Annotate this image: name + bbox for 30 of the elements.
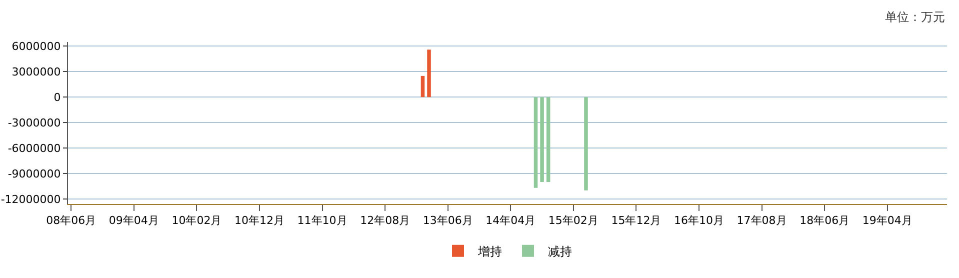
x-tick-label: 11年10月 [297, 214, 348, 228]
legend-label: 减持 [548, 244, 572, 259]
legend-label: 增持 [477, 244, 502, 259]
y-tick-label: 0 [54, 90, 61, 104]
bar [584, 97, 588, 190]
x-tick-label: 09年04月 [108, 214, 159, 228]
x-tick-label: 10年02月 [172, 214, 222, 228]
bar [420, 76, 425, 98]
x-tick-label: 16年10月 [674, 214, 724, 228]
y-tick-label: 6000000 [12, 40, 61, 54]
bar [546, 97, 550, 182]
bar [534, 97, 538, 188]
y-tick-label: -12000000 [0, 192, 61, 206]
bar [540, 97, 544, 182]
x-tick-label: 12年08月 [360, 214, 410, 228]
x-tick-label: 13年06月 [422, 214, 473, 228]
y-tick-label: -9000000 [8, 167, 61, 180]
x-tick-label: 17年08月 [736, 214, 787, 228]
x-tick-label: 18年06月 [800, 214, 850, 228]
text: 单位：万元 [885, 10, 945, 24]
bar [427, 50, 431, 98]
x-tick-label: 14年04月 [486, 214, 536, 228]
y-tick-label: 3000000 [12, 66, 61, 79]
y-tick-label: -6000000 [8, 142, 61, 155]
x-tick-label: 08年06月 [46, 214, 96, 228]
x-tick-label: 15年12月 [611, 214, 662, 228]
y-tick-label: -3000000 [8, 116, 61, 130]
x-tick-label: 19年04月 [862, 214, 912, 228]
x-tick-label: 15年02月 [548, 214, 598, 228]
x-tick-label: 10年12月 [234, 214, 284, 228]
